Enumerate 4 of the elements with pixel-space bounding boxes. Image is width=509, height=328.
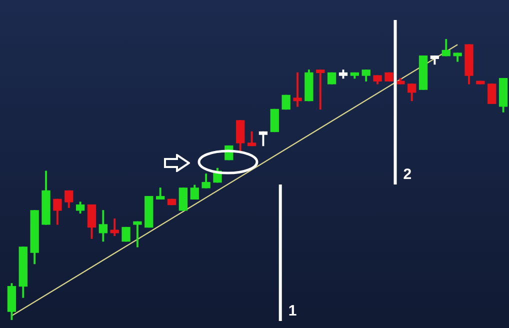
candlestick xyxy=(293,72,302,107)
annotation: 2 xyxy=(403,166,412,184)
annotation: 1 xyxy=(288,302,297,320)
candlestick xyxy=(316,70,325,110)
